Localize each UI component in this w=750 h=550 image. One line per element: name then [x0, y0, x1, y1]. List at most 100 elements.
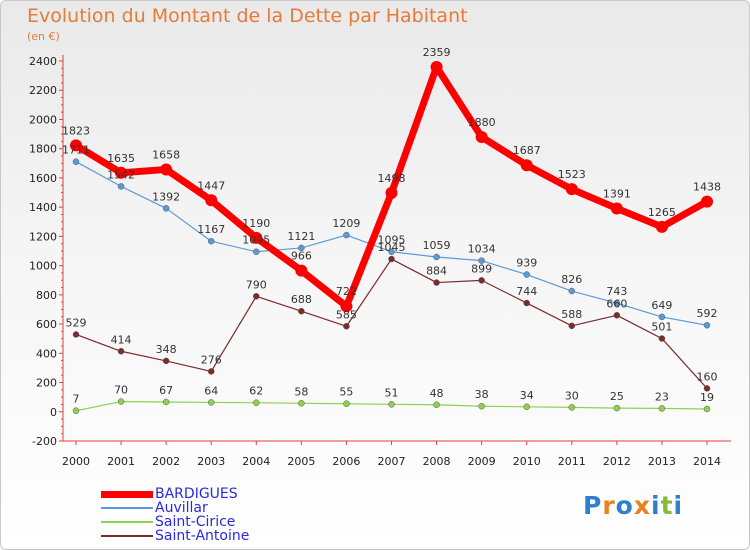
data-label: 743: [606, 285, 627, 298]
legend-swatch: [101, 507, 153, 509]
y-tick-label: 0: [50, 406, 57, 419]
data-point: [162, 398, 170, 406]
data-point: [162, 357, 170, 365]
data-point: [478, 402, 485, 410]
data-label: 1711: [62, 144, 90, 157]
x-tick-label: 2002: [152, 455, 180, 468]
data-label: 1209: [332, 217, 360, 230]
data-label: 1045: [378, 241, 406, 254]
y-tick-label: 800: [36, 289, 57, 302]
data-point: [385, 186, 398, 199]
data-point: [295, 264, 308, 277]
data-label: 966: [291, 250, 312, 263]
x-tick-label: 2006: [332, 455, 360, 468]
data-label: 34: [520, 389, 534, 402]
data-point: [613, 312, 621, 319]
data-label: 55: [339, 386, 353, 399]
data-label: 649: [651, 299, 672, 312]
data-label: 688: [291, 293, 312, 306]
data-label: 1447: [197, 179, 225, 192]
data-point: [658, 313, 666, 321]
y-tick-label: 600: [36, 318, 57, 331]
data-label: 70: [114, 384, 128, 397]
data-label: 1190: [242, 217, 270, 230]
data-label: 1498: [378, 172, 406, 185]
data-label: 1265: [648, 206, 676, 219]
x-tick-label: 2003: [197, 455, 225, 468]
data-label: 414: [111, 333, 132, 346]
data-point: [343, 231, 350, 239]
data-point: [117, 398, 125, 405]
data-label: 348: [156, 343, 177, 356]
data-point: [703, 321, 711, 329]
data-label: 1167: [197, 223, 225, 236]
data-point: [658, 405, 666, 412]
data-point: [298, 400, 305, 407]
data-label: 19: [700, 391, 714, 404]
data-label: 884: [426, 265, 447, 278]
data-label: 25: [610, 390, 624, 403]
data-point: [160, 163, 173, 176]
legend-swatch: [101, 521, 153, 523]
data-point: [250, 231, 263, 244]
x-tick-label: 2007: [378, 455, 406, 468]
data-point: [207, 399, 215, 406]
data-point: [207, 368, 215, 375]
data-point: [568, 287, 576, 295]
x-tick-label: 2000: [62, 455, 90, 468]
data-label: 1880: [468, 116, 496, 129]
legend-label: BARDIGUES: [155, 486, 238, 502]
data-label: 23: [655, 390, 669, 403]
data-point: [205, 194, 218, 207]
data-label: 1823: [62, 124, 90, 137]
data-label: 30: [565, 389, 579, 402]
data-point: [701, 195, 713, 208]
y-tick-label: 2000: [29, 113, 57, 126]
chart-title: Evolution du Montant de la Dette par Hab…: [27, 5, 468, 27]
data-label: 7: [73, 393, 80, 406]
data-point: [613, 299, 621, 307]
data-point: [117, 348, 125, 355]
x-tick-label: 2005: [287, 455, 315, 468]
data-point: [253, 248, 260, 255]
data-point: [72, 331, 80, 338]
data-point: [655, 220, 668, 233]
data-label: 67: [159, 384, 173, 397]
data-label: 160: [697, 370, 718, 383]
data-label: 1391: [603, 187, 631, 200]
data-label: 1095: [242, 234, 270, 247]
data-label: 51: [385, 386, 399, 399]
data-label: 1635: [107, 152, 135, 165]
data-point: [433, 253, 440, 261]
data-point: [523, 403, 530, 411]
data-point: [523, 299, 530, 307]
data-point: [388, 248, 395, 255]
data-point: [520, 159, 533, 172]
legend-label: Saint-Cirice: [155, 514, 236, 530]
data-point: [388, 401, 395, 408]
data-label: 939: [516, 257, 537, 270]
y-tick-label: 400: [36, 347, 57, 360]
data-point: [430, 60, 443, 73]
x-tick-label: 2008: [423, 455, 451, 468]
data-label: 58: [294, 385, 308, 398]
data-label: 1658: [152, 148, 180, 161]
y-tick-label: 1400: [29, 201, 57, 214]
data-label: 1392: [152, 190, 180, 203]
data-point: [703, 405, 711, 413]
data-label: 592: [697, 307, 718, 320]
x-tick-label: 2009: [468, 455, 496, 468]
legend-label: Saint-Antoine: [155, 528, 250, 544]
y-tick-label: 2200: [29, 84, 57, 97]
x-tick-label: 2011: [558, 455, 586, 468]
data-point: [388, 255, 395, 263]
y-tick-label: 1800: [29, 143, 57, 156]
data-label: 1059: [423, 239, 451, 252]
data-point: [433, 279, 440, 286]
data-label: 48: [430, 387, 444, 400]
y-tick-label: 200: [36, 377, 57, 390]
data-label: 744: [516, 285, 537, 298]
y-tick-label: 1600: [29, 172, 57, 185]
